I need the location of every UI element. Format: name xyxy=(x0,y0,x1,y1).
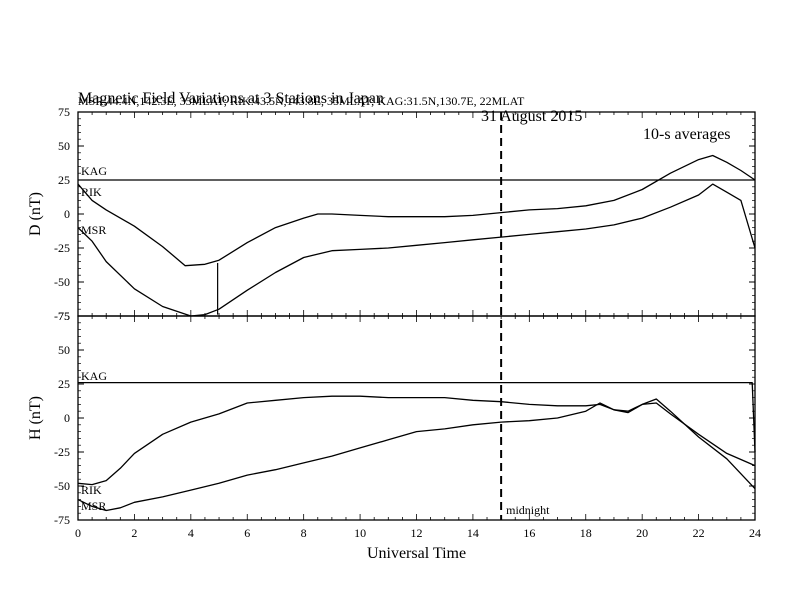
x-tick-label: 12 xyxy=(411,526,423,540)
y-tick-label-H: -75 xyxy=(54,513,70,527)
series-label-kag-H: KAG xyxy=(81,369,107,383)
series-label-msr-H: MSR xyxy=(81,499,106,513)
station-info: MSR:44.4N,142.3E, 35MLAT; RIK:43.5N,143.… xyxy=(78,94,525,108)
y-tick-label-H: 50 xyxy=(58,343,70,357)
x-tick-label: 22 xyxy=(693,526,705,540)
series-label-rik-H: RIK xyxy=(81,483,102,497)
series-line-rik-D xyxy=(77,154,756,267)
series-label-kag-D: KAG xyxy=(81,164,107,178)
y-axis-label-D: D (nT) xyxy=(27,192,44,236)
x-tick-label: 24 xyxy=(749,526,761,540)
y-axis-label-H: H (nT) xyxy=(27,396,44,440)
x-tick-label: 6 xyxy=(244,526,250,540)
midnight-label: midnight xyxy=(506,503,550,517)
y-tick-label-D: 25 xyxy=(58,173,70,187)
x-tick-label: 18 xyxy=(580,526,592,540)
plot-frame-H xyxy=(77,315,756,521)
x-tick-label: 4 xyxy=(188,526,194,540)
series-line-kag-H xyxy=(78,381,756,453)
y-tick-label-D: -75 xyxy=(54,309,70,323)
series-label-msr-D: MSR xyxy=(81,223,106,237)
series-line-msr-D xyxy=(77,183,756,317)
series-label-rik-D: RIK xyxy=(81,185,102,199)
series-line-rik-H xyxy=(77,395,756,486)
chart-averaging: 10-s averages xyxy=(643,126,731,143)
y-tick-label-H: 25 xyxy=(58,377,70,391)
y-tick-label-D: -50 xyxy=(54,275,70,289)
y-tick-label-H: -50 xyxy=(54,479,70,493)
series-line-msr-H xyxy=(77,398,756,512)
x-tick-label: 20 xyxy=(636,526,648,540)
chart-title: Magnetic Field Variations at 3 Stations … xyxy=(78,90,384,107)
x-tick-label: 14 xyxy=(467,526,479,540)
y-tick-label-D: 75 xyxy=(58,105,70,119)
y-tick-label-D: 50 xyxy=(58,139,70,153)
x-axis-label: Universal Time xyxy=(367,545,466,562)
y-tick-label-D: -25 xyxy=(54,241,70,255)
x-tick-label: 2 xyxy=(131,526,137,540)
x-tick-label: 8 xyxy=(301,526,307,540)
x-tick-label: 0 xyxy=(75,526,81,540)
x-tick-label: 10 xyxy=(354,526,366,540)
y-tick-label-H: 75 xyxy=(58,309,70,323)
y-tick-label-H: -25 xyxy=(54,445,70,459)
y-tick-label-D: 0 xyxy=(64,207,70,221)
y-tick-label-H: 0 xyxy=(64,411,70,425)
x-tick-label: 16 xyxy=(523,526,535,540)
